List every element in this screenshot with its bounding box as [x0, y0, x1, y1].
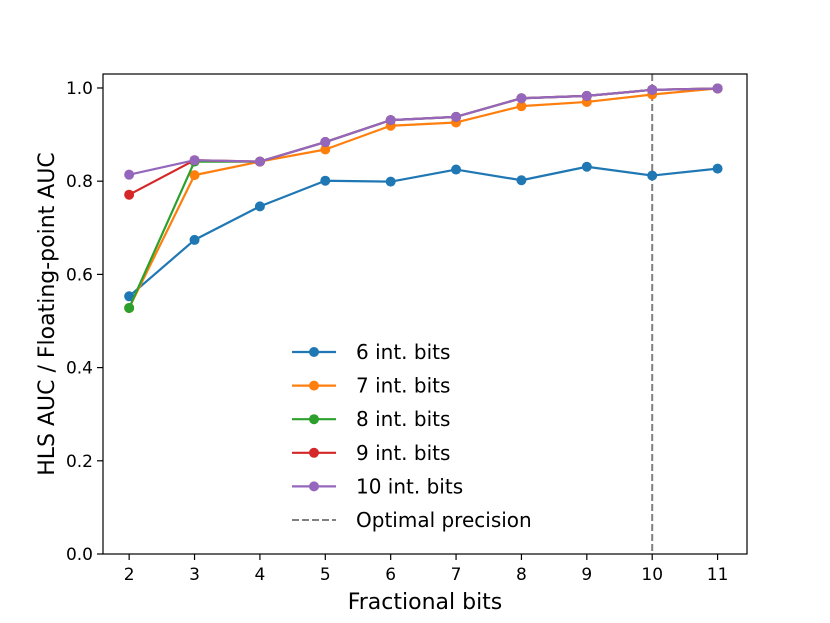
data-point — [385, 115, 396, 126]
y-tick-label: 1.0 — [66, 79, 93, 99]
x-tick-label: 7 — [451, 565, 462, 585]
plot-background — [103, 74, 747, 554]
x-tick-label: 9 — [581, 565, 592, 585]
legend-marker — [309, 481, 319, 492]
y-tick-label: 0.4 — [66, 359, 93, 379]
series-5 — [124, 83, 723, 180]
y-tick-label: 0.0 — [66, 545, 93, 565]
data-point — [254, 156, 265, 167]
data-point — [385, 176, 396, 187]
legend-label: 9 int. bits — [356, 441, 450, 465]
series-line — [128, 165, 718, 298]
data-point — [320, 137, 331, 148]
data-point — [451, 111, 462, 122]
x-tick-label: 10 — [641, 565, 663, 585]
legend: 6 int. bits 7 int. bits 8 int. bits 9 int. … — [292, 340, 532, 532]
x-tick-label: 11 — [707, 565, 729, 585]
legend-entry-4: 9 int. bits — [292, 441, 450, 465]
series-line — [128, 87, 718, 309]
data-point — [189, 155, 200, 166]
x-tick-label: 2 — [124, 565, 135, 585]
axes-frame — [102, 73, 748, 555]
legend-label: 6 int. bits — [356, 340, 450, 364]
data-point — [124, 291, 135, 302]
data-point — [320, 175, 331, 186]
legend-label: 10 int. bits — [356, 474, 463, 498]
x-axis-label: Fractional bits — [348, 590, 503, 615]
y-axis-label: HLS AUC / Floating-point AUC — [35, 152, 60, 476]
data-point — [189, 234, 200, 245]
data-point — [189, 170, 200, 181]
axes-layer: 2 3 4 5 6 7 8 9 10 11 0.0 0.2 0.4 0.6 0.8 1.0 — [66, 73, 748, 585]
data-point — [516, 175, 527, 186]
series-line — [128, 87, 718, 176]
x-tick-label: 8 — [516, 565, 527, 585]
legend-entry-1: 6 int. bits — [292, 340, 450, 364]
legend-label: 8 int. bits — [356, 407, 450, 431]
x-tick-label: 6 — [385, 565, 396, 585]
y-tick-label: 0.6 — [66, 265, 93, 285]
data-point — [712, 163, 723, 174]
legend-marker — [309, 380, 319, 391]
legend-marker — [309, 447, 319, 458]
y-tick-label: 0.8 — [66, 172, 93, 192]
data-point — [124, 302, 135, 313]
data-point — [516, 101, 527, 112]
legend-entry-3: 8 int. bits — [292, 407, 450, 431]
series-1 — [124, 161, 723, 302]
data-point — [124, 169, 135, 180]
plot-area — [103, 74, 747, 554]
x-tick-label: 4 — [254, 565, 265, 585]
data-point — [124, 189, 135, 200]
data-point — [320, 144, 331, 155]
legend-marker — [309, 347, 319, 357]
data-point — [647, 170, 658, 181]
y-tick-label: 0.2 — [66, 452, 93, 472]
data-point — [647, 84, 658, 95]
legend-entry-5: 10 int. bits — [292, 474, 463, 498]
x-tick-label: 3 — [189, 565, 200, 585]
legend-label: Optimal precision — [356, 508, 532, 532]
data-point — [451, 164, 462, 175]
data-point — [581, 161, 592, 172]
data-point — [254, 201, 265, 212]
legend-entry-6: Optimal precision — [292, 508, 532, 532]
data-point — [581, 90, 592, 101]
x-tick-label: 5 — [320, 565, 331, 585]
legend-label: 7 int. bits — [356, 374, 450, 398]
legend-marker — [309, 414, 319, 425]
data-point — [516, 93, 527, 104]
series-layer — [124, 83, 723, 313]
data-point — [712, 83, 723, 94]
legend-entry-2: 7 int. bits — [292, 374, 450, 398]
